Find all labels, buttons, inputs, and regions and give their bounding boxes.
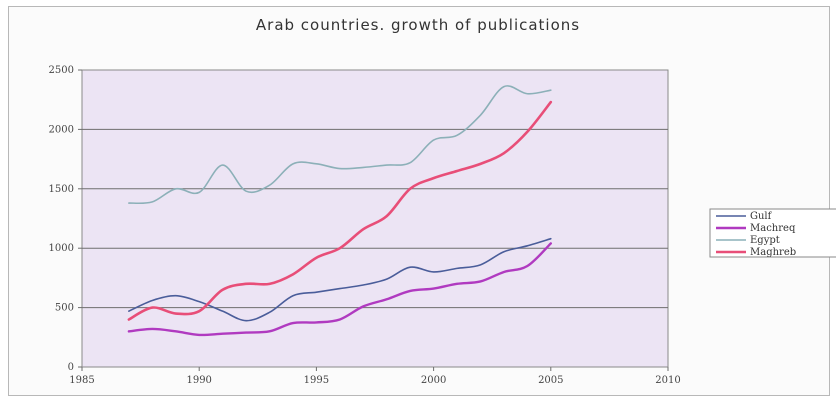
gridlines xyxy=(82,128,668,309)
x-tick-label: 2000 xyxy=(421,375,446,386)
series-line-machreq xyxy=(127,242,552,337)
series-line-egypt xyxy=(128,85,552,205)
x-tick-label: 2005 xyxy=(538,375,563,386)
y-tick-label: 1000 xyxy=(49,243,74,254)
y-tick-label: 0 xyxy=(68,362,74,373)
x-tick-label: 1995 xyxy=(304,375,329,386)
y-axis-ticks: 0 500 1000 1500 2000 2500 xyxy=(49,65,82,373)
series-line-maghreb xyxy=(127,100,553,321)
legend-label-maghreb: Maghreb xyxy=(750,247,796,258)
x-tick-label: 1990 xyxy=(186,375,211,386)
y-tick-label: 2000 xyxy=(49,124,74,135)
series-line-gulf xyxy=(128,237,552,322)
series-lines xyxy=(127,85,553,337)
legend-box xyxy=(709,208,836,258)
x-tick-label: 1985 xyxy=(69,375,94,386)
x-axis-ticks: 1985 1990 1995 2000 2005 2010 xyxy=(69,367,681,386)
legend-label-egypt: Egypt xyxy=(750,235,780,246)
y-tick-label: 1500 xyxy=(49,184,74,195)
legend-label-machreq: Machreq xyxy=(750,223,796,234)
legend-label-gulf: Gulf xyxy=(750,211,773,222)
y-tick-label: 500 xyxy=(55,303,74,314)
chart-title: Arab countries. growth of publications xyxy=(255,16,581,34)
y-tick-label: 2500 xyxy=(49,65,74,76)
plot-area xyxy=(81,69,669,368)
x-tick-label: 2010 xyxy=(655,375,680,386)
